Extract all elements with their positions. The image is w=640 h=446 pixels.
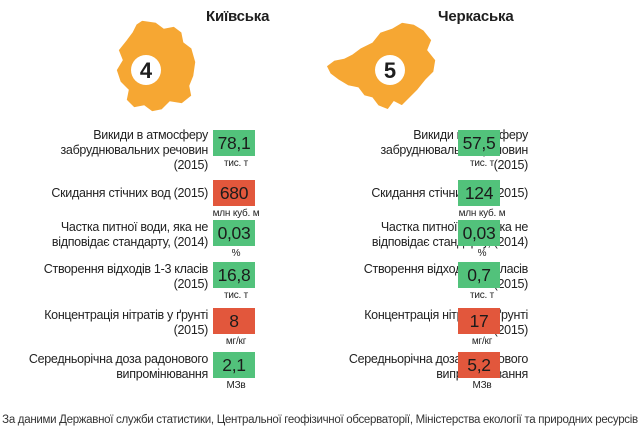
indicator-value: 0,03 xyxy=(458,220,500,246)
region-title: Київська xyxy=(206,8,270,25)
indicator-row-nitrates: Концентрація нітратів у ґрунті (2015) 17… xyxy=(320,308,640,358)
indicator-unit: млн куб. м xyxy=(212,208,260,219)
indicator-value: 5,2 xyxy=(458,352,500,378)
indicator-value: 2,1 xyxy=(213,352,255,378)
indicator-unit: тис. т xyxy=(223,158,249,169)
indicator-unit: МЗв xyxy=(472,380,492,391)
indicator-value: 57,5 xyxy=(458,130,500,156)
indicator-label: Викиди в атмосферу забруднювальних речов… xyxy=(60,128,208,172)
indicator-row-emissions: Викиди в атмосферу забруднювальних речов… xyxy=(0,128,320,178)
region-column-kyiv: 4 Київська Викиди в атмосферу забруднюва… xyxy=(0,0,320,400)
indicator-row-drinking-water: Частка питної води, яка не відповідає ст… xyxy=(0,220,320,270)
rank-number: 5 xyxy=(384,58,396,83)
region-column-cherkasy: 5 Черкаська Викиди в атмосферу забруднюв… xyxy=(320,0,640,400)
indicator-value: 78,1 xyxy=(213,130,255,156)
indicator-row-waste: Створення відходів 1-3 класів (2015) 0,7… xyxy=(320,262,640,312)
indicator-row-wastewater: Скидання стічних вод (2015) 680 млн куб.… xyxy=(0,180,320,230)
indicator-unit: тис. т xyxy=(469,158,495,169)
indicator-label: Середньорічна доза радонового випромінюв… xyxy=(28,352,208,381)
indicator-row-wastewater: Скидання стічних вод (2015) 124 млн куб.… xyxy=(320,180,640,230)
indicator-unit: % xyxy=(231,248,241,259)
indicator-unit: тис. т xyxy=(469,290,495,301)
indicator-label: Створення відходів 1-3 класів (2015) xyxy=(43,262,209,291)
kyiv-region-shape: 4 xyxy=(115,19,197,113)
source-note: За даними Державної служби статистики, Ц… xyxy=(2,414,638,426)
rank-circle xyxy=(375,55,405,85)
indicator-unit: МЗв xyxy=(226,380,246,391)
indicator-label: Концентрація нітратів у ґрунті (2015) xyxy=(44,308,208,337)
indicator-row-radon: Середньорічна доза радонового випромінюв… xyxy=(320,352,640,402)
rank-number: 4 xyxy=(140,58,153,83)
indicator-unit: мг/кг xyxy=(471,336,493,347)
indicator-label: Частка питної води, яка не відповідає ст… xyxy=(51,220,208,249)
indicator-unit: мг/кг xyxy=(225,336,247,347)
rank-circle xyxy=(131,55,161,85)
indicator-row-emissions: Викиди в атмосферу забруднювальних речов… xyxy=(320,128,640,178)
indicator-label: Скидання стічних вод (2015) xyxy=(51,186,208,200)
indicator-unit: тис. т xyxy=(223,290,249,301)
cherkasy-region-shape: 5 xyxy=(325,21,437,111)
indicator-value: 124 xyxy=(458,180,500,206)
indicator-value: 0,7 xyxy=(458,262,500,288)
indicator-row-nitrates: Концентрація нітратів у ґрунті (2015) 8 … xyxy=(0,308,320,358)
indicator-value: 17 xyxy=(458,308,500,334)
indicator-value: 8 xyxy=(213,308,255,334)
indicator-value: 16,8 xyxy=(213,262,255,288)
region-map-kyiv: 4 xyxy=(112,18,198,114)
region-title: Черкаська xyxy=(438,8,514,25)
indicator-unit: млн куб. м xyxy=(458,208,506,219)
indicator-value: 680 xyxy=(213,180,255,206)
indicator-unit: % xyxy=(477,248,487,259)
indicator-value: 0,03 xyxy=(213,220,255,246)
region-map-cherkasy: 5 xyxy=(320,18,440,114)
indicator-row-radon: Середньорічна доза радонового випромінюв… xyxy=(0,352,320,402)
indicator-row-drinking-water: Частка питної води, яка не відповідає ст… xyxy=(320,220,640,270)
indicator-row-waste: Створення відходів 1-3 класів (2015) 16,… xyxy=(0,262,320,312)
